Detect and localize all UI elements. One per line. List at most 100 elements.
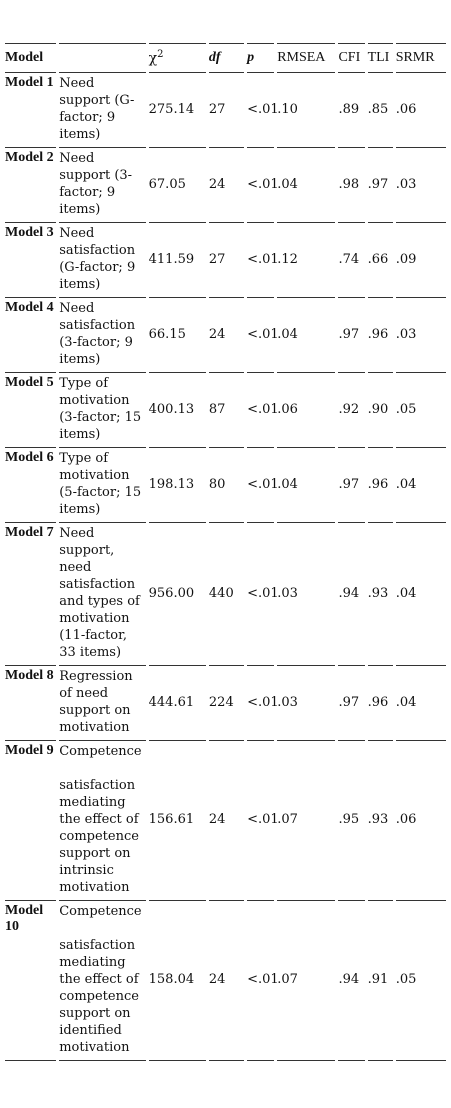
p-value: <.01 — [247, 523, 279, 666]
model-description: Need support, need satisfaction and type… — [59, 523, 146, 666]
line-gap — [59, 920, 145, 937]
header-p: p — [247, 43, 275, 73]
chi-square-value: 66.15 — [148, 298, 206, 373]
rmsea-value: .03 — [277, 523, 336, 666]
chi-symbol: χ — [148, 50, 158, 67]
rmsea-value: .07 — [277, 901, 336, 1061]
cfi-value: .98 — [338, 148, 365, 223]
df-value: 27 — [208, 73, 245, 148]
model-description: Need support (G-factor; 9 items) — [59, 73, 146, 148]
tli-value: .93 — [367, 523, 393, 666]
rmsea-value: .03 — [277, 666, 336, 741]
model-description-first-line: Competence — [59, 744, 142, 759]
p-value: <.01 — [247, 73, 279, 148]
chi-square-value: 198.13 — [148, 448, 206, 523]
model-label: Model 7 — [5, 523, 57, 666]
header-model: Model — [5, 43, 57, 73]
rmsea-value: .04 — [277, 148, 336, 223]
srmr-value: .05 — [395, 373, 446, 448]
model-fit-table: Model χ2 df p RMSEA CFI TLI SRMR Model 1… — [2, 43, 449, 1061]
chi-square-value: 411.59 — [148, 223, 206, 298]
chi-square-value: 156.61 — [148, 741, 206, 901]
rmsea-value: .04 — [277, 448, 336, 523]
model-description: Type of motivation (3-factor; 15 items) — [59, 373, 146, 448]
rmsea-value: .10 — [277, 73, 336, 148]
model-label: Model 8 — [5, 666, 57, 741]
model-label: Model 3 — [5, 223, 57, 298]
df-value: 24 — [208, 298, 245, 373]
srmr-value: .03 — [395, 148, 446, 223]
table-row: Model 2 Need support (3-factor; 9 items)… — [5, 148, 446, 223]
srmr-value: .03 — [395, 298, 446, 373]
chi-square-value: 67.05 — [148, 148, 206, 223]
chi-superscript: 2 — [157, 48, 164, 60]
model-description-rest: satisfaction mediating the effect of com… — [59, 938, 139, 1055]
rmsea-value: .12 — [277, 223, 336, 298]
p-value: <.01 — [247, 741, 279, 901]
tli-value: .90 — [367, 373, 393, 448]
p-value: <.01 — [247, 373, 279, 448]
header-srmr: SRMR — [395, 43, 446, 73]
model-label: Model 2 — [5, 148, 57, 223]
tli-value: .85 — [367, 73, 393, 148]
p-value: <.01 — [247, 223, 279, 298]
header-description — [59, 43, 146, 73]
table-row: Model 5 Type of motivation (3-factor; 15… — [5, 373, 446, 448]
df-value: 224 — [208, 666, 245, 741]
rmsea-value: .06 — [277, 373, 336, 448]
model-label: Model 9 — [5, 741, 57, 901]
df-value: 24 — [208, 901, 245, 1061]
chi-square-value: 275.14 — [148, 73, 206, 148]
model-label: Model 1 — [5, 73, 57, 148]
cfi-value: .89 — [338, 73, 365, 148]
srmr-value: .06 — [395, 741, 446, 901]
srmr-value: .04 — [395, 448, 446, 523]
srmr-value: .04 — [395, 666, 446, 741]
model-label: Model 6 — [5, 448, 57, 523]
table-row: Model 1 Need support (G-factor; 9 items)… — [5, 73, 446, 148]
p-value: <.01 — [247, 448, 279, 523]
tli-value: .91 — [367, 901, 393, 1061]
srmr-value: .06 — [395, 73, 446, 148]
chi-square-value: 956.00 — [148, 523, 206, 666]
df-value: 87 — [208, 373, 245, 448]
chi-square-value: 444.61 — [148, 666, 206, 741]
model-description: Competence satisfaction mediating the eff… — [59, 741, 146, 901]
model-fit-table-container: Model χ2 df p RMSEA CFI TLI SRMR Model 1… — [5, 43, 446, 1061]
p-value: <.01 — [247, 148, 279, 223]
model-description-first-line: Competence — [59, 904, 142, 919]
cfi-value: .95 — [338, 741, 365, 901]
cfi-value: .94 — [338, 901, 365, 1061]
srmr-value: .04 — [395, 523, 446, 666]
tli-value: .96 — [367, 666, 393, 741]
df-value: 440 — [208, 523, 245, 666]
model-description: Type of motivation (5-factor; 15 items) — [59, 448, 146, 523]
model-label: Model 5 — [5, 373, 57, 448]
chi-square-value: 158.04 — [148, 901, 206, 1061]
cfi-value: .97 — [338, 448, 365, 523]
model-description: Need satisfaction (G-factor; 9 items) — [59, 223, 146, 298]
line-gap — [59, 760, 145, 777]
header-row: Model χ2 df p RMSEA CFI TLI SRMR — [5, 43, 446, 73]
header-rmsea: RMSEA — [277, 43, 336, 73]
p-value: <.01 — [247, 298, 279, 373]
df-value: 27 — [208, 223, 245, 298]
model-description: Need satisfaction (3-factor; 9 items) — [59, 298, 146, 373]
model-description: Need support (3-factor; 9 items) — [59, 148, 146, 223]
table-row: Model 7 Need support, need satisfaction … — [5, 523, 446, 666]
df-value: 24 — [208, 148, 245, 223]
cfi-value: .74 — [338, 223, 365, 298]
chi-square-value: 400.13 — [148, 373, 206, 448]
table-row: Model 9 Competence satisfaction mediating… — [5, 741, 446, 901]
rmsea-value: .07 — [277, 741, 336, 901]
srmr-value: .09 — [395, 223, 446, 298]
header-cfi: CFI — [338, 43, 365, 73]
header-tli: TLI — [367, 43, 393, 73]
cfi-value: .97 — [338, 666, 365, 741]
model-description-rest: satisfaction mediating the effect of com… — [59, 778, 139, 895]
rmsea-value: .04 — [277, 298, 336, 373]
header-df: df — [208, 43, 245, 73]
table-row: Model 3 Need satisfaction (G-factor; 9 i… — [5, 223, 446, 298]
df-value: 80 — [208, 448, 245, 523]
tli-value: .97 — [367, 148, 393, 223]
